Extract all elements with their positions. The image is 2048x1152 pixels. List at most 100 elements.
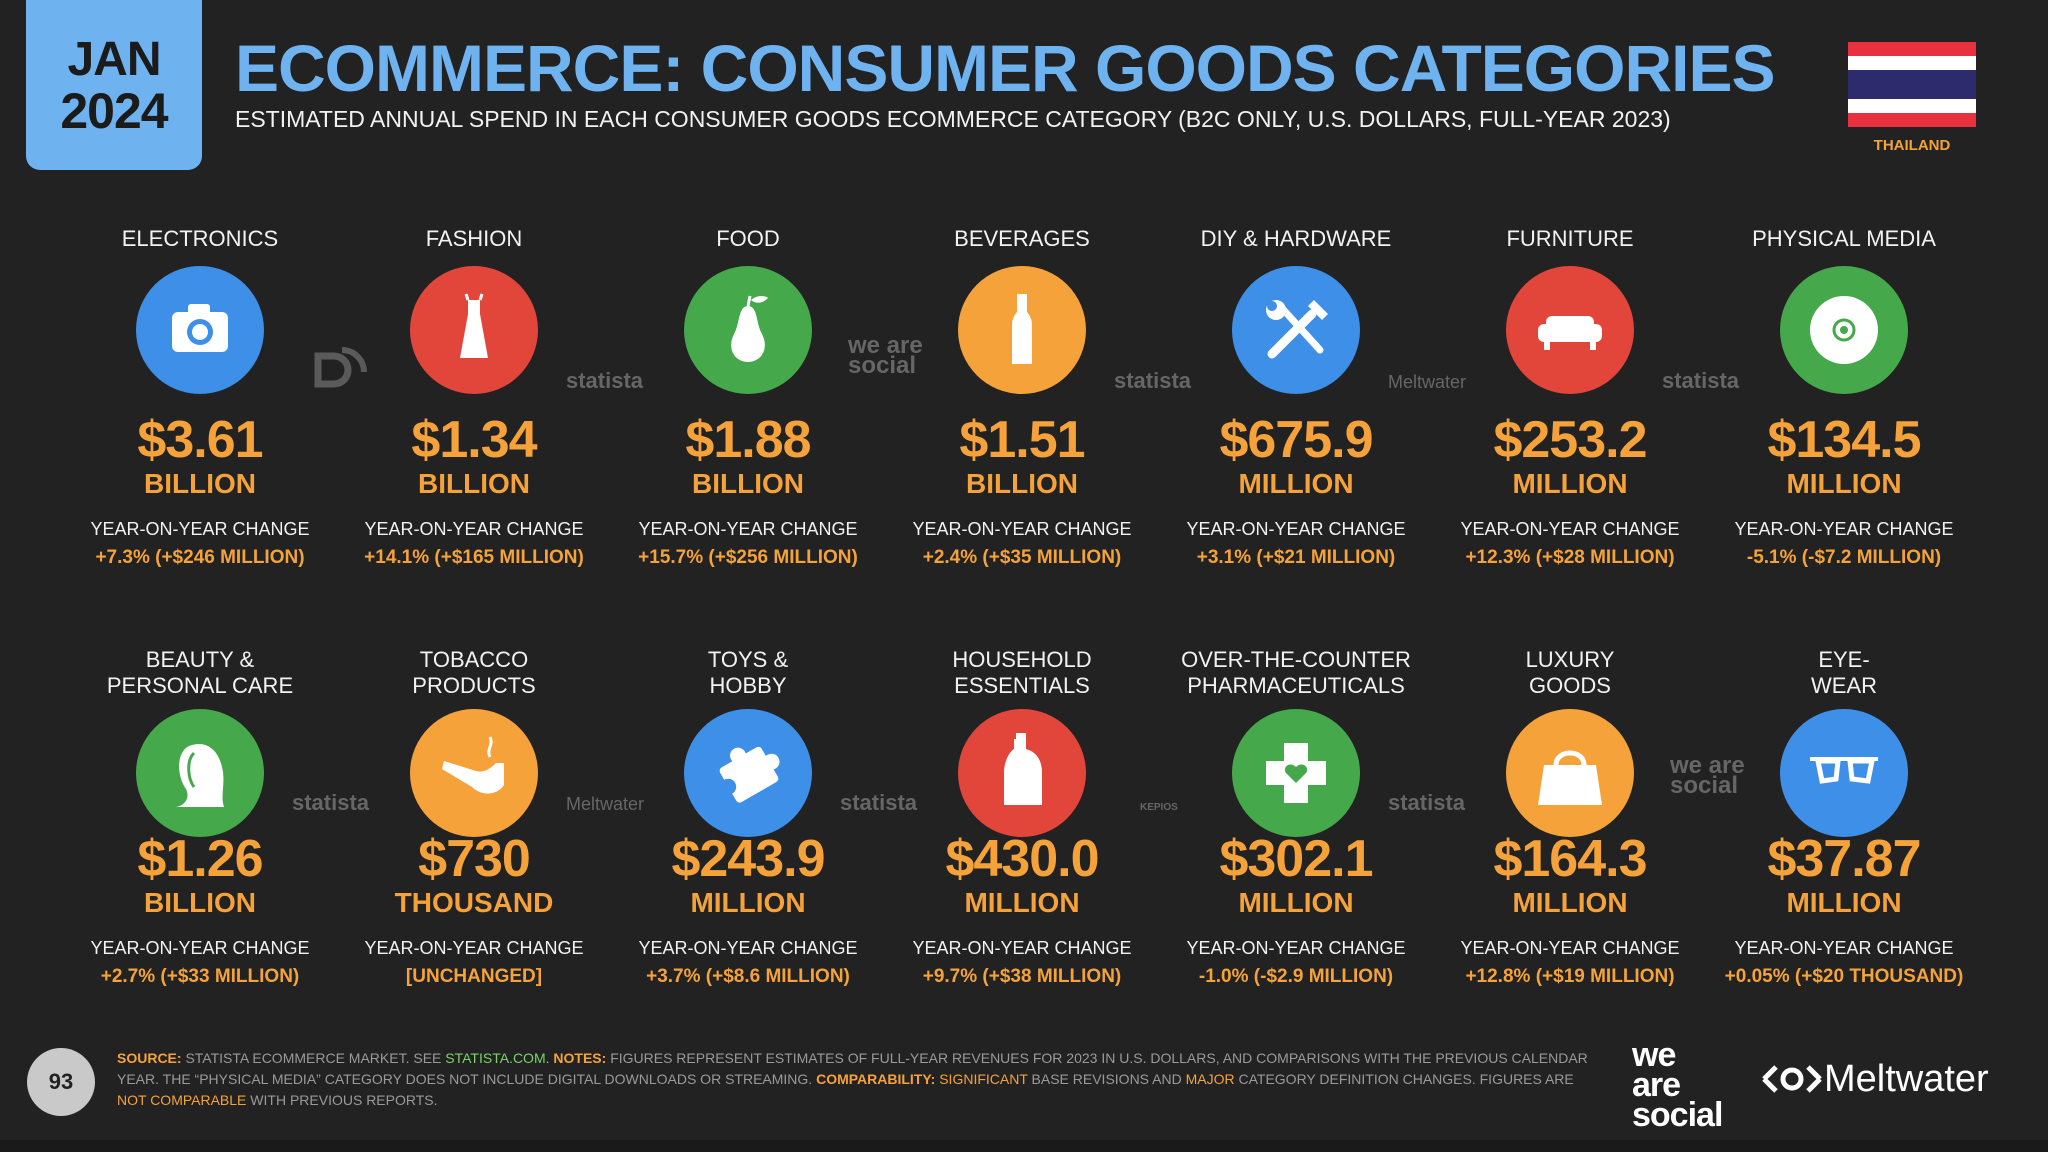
base-revisions-text: BASE REVISIONS AND [1031,1071,1182,1087]
category-name: LUXURY GOODS [1435,647,1705,699]
yoy-change: +14.1% (+$165 MILLION) [364,547,584,568]
notes-text: FIGURES REPRESENT ESTIMATES OF FULL-YEAR… [117,1050,1588,1087]
dress-icon [410,266,538,394]
category-card: BEVERAGES $1.51 BILLION YEAR-ON-YEAR CHANGE… [887,226,1157,567]
category-card: FURNITURE $253.2 MILLION YEAR-ON-YEAR CHANG… [1435,226,1705,567]
glasses-icon [1780,709,1908,837]
detergent-icon [958,709,1086,837]
yoy-change: -1.0% (-$2.9 MILLION) [1198,966,1394,987]
category-value: $164.3 [1493,830,1647,888]
category-name-line: TOYS & [707,647,789,672]
category-card: DIY & HARDWARE $675.9 MILLION YEAR-ON-YEAR … [1161,226,1431,567]
watermark-we-are-social: we are social [1670,752,1745,799]
category-unit: BILLION [692,468,804,499]
logo-line: are [1632,1066,1681,1104]
category-name-line: DIY & HARDWARE [1200,226,1392,251]
category-name-line: PHYSICAL MEDIA [1752,226,1936,251]
category-unit: BILLION [966,468,1078,499]
yoy-label: YEAR-ON-YEAR CHANGE [1734,519,1954,539]
puzzle-icon [684,709,812,837]
category-name-line: ELECTRONICS [121,226,279,251]
category-name: BEAUTY & PERSONAL CARE [65,647,335,699]
category-name-line: EYE- [1818,647,1870,672]
notes-label: NOTES: [553,1050,607,1066]
category-value: $134.5 [1767,411,1921,469]
category-card: PHYSICAL MEDIA $134.5 MILLION YEAR-ON-YEAR … [1709,226,1979,567]
page-title: ECOMMERCE: CONSUMER GOODS CATEGORIES [235,31,1776,105]
category-name-line: PERSONAL CARE [106,673,294,698]
category-value: $302.1 [1219,830,1373,888]
yoy-label: YEAR-ON-YEAR CHANGE [90,938,310,958]
camera-icon [136,266,264,394]
category-value: $430.0 [945,830,1099,888]
category-unit: BILLION [418,468,530,499]
watermark-statista: statista [1662,368,1740,393]
bottom-bar [0,1140,2048,1152]
pear-icon [684,266,812,394]
category-card: EYE- WEAR $37.87 MILLION YEAR-ON-YEAR CHANGE… [1709,647,1979,986]
category-name-line: OVER-THE-COUNTER [1181,647,1411,672]
country-label: THAILAND [1873,137,1951,154]
category-name-line: WEAR [1811,673,1877,698]
source-text: STATISTA ECOMMERCE MARKET. SEE [185,1050,442,1066]
watermark-meltwater: Meltwater [566,794,645,814]
we-are-social-logo: we are social [1632,1038,1723,1134]
logo-line: social [1632,1096,1723,1134]
category-name: ELECTRONICS [65,226,335,252]
yoy-label: YEAR-ON-YEAR CHANGE [90,519,310,539]
category-name-line: HOBBY [709,673,787,698]
watermark-statista: statista [292,790,370,815]
badge-year: 2024 [60,83,168,139]
yoy-change: [UNCHANGED] [405,966,543,987]
watermark-kepios: KEPIOS [1140,802,1178,813]
category-name-line: HOUSEHOLD [952,647,1092,672]
category-name: FOOD [613,226,883,252]
pipe-icon [410,709,538,837]
category-unit: MILLION [1238,468,1354,499]
category-name-line: PRODUCTS [412,673,536,698]
category-value: $1.88 [685,411,811,469]
yoy-change: +12.8% (+$19 MILLION) [1465,966,1675,987]
category-card: TOBACCO PRODUCTS $730 THOUSAND YEAR-ON-YEAR … [339,647,609,986]
meltwater-logo: Meltwater [1760,1058,1989,1101]
category-value: $243.9 [671,830,825,888]
category-value: $1.51 [959,411,1085,469]
not-comparable-text: NOT COMPARABLE [117,1092,247,1108]
category-name: DIY & HARDWARE [1161,226,1431,252]
bottle-icon [958,266,1086,394]
yoy-label: YEAR-ON-YEAR CHANGE [1186,938,1406,958]
category-name: BEVERAGES [887,226,1157,252]
watermark-statista: statista [566,368,644,393]
source-link[interactable]: STATISTA.COM. [445,1050,550,1066]
yoy-label: YEAR-ON-YEAR CHANGE [1186,519,1406,539]
disc-icon [1780,266,1908,394]
category-value: $730 [418,830,531,888]
category-name-line: FASHION [425,226,523,251]
comparability-label: COMPARABILITY: [816,1071,936,1087]
yoy-label: YEAR-ON-YEAR CHANGE [1734,938,1954,958]
category-name-line: FURNITURE [1506,226,1634,251]
yoy-change: +2.4% (+$35 MILLION) [922,547,1122,568]
thailand-flag-icon [1848,42,1976,127]
category-name: PHYSICAL MEDIA [1709,226,1979,252]
category-value: $3.61 [137,411,263,469]
category-name: FASHION [339,226,609,252]
watermark-meltwater: Meltwater [1388,372,1467,392]
category-value: $253.2 [1493,411,1647,469]
yoy-change: +7.3% (+$246 MILLION) [95,547,305,568]
yoy-label: YEAR-ON-YEAR CHANGE [912,938,1132,958]
category-unit: MILLION [690,887,806,918]
yoy-change: +3.7% (+$8.6 MILLION) [646,966,850,987]
yoy-change: +0.05% (+$20 THOUSAND) [1724,966,1964,987]
category-name-line: LUXURY [1525,647,1615,672]
category-card: TOYS & HOBBY $243.9 MILLION YEAR-ON-YEAR CHA… [613,647,883,986]
category-name-line: BEVERAGES [954,226,1090,251]
category-card: OVER-THE-COUNTER PHARMACEUTICALS $302.1 MIL… [1161,647,1431,986]
category-name-line: ESSENTIALS [954,673,1090,698]
watermark-statista: statista [840,790,918,815]
category-value: $37.87 [1767,830,1921,888]
yoy-change: +3.1% (+$21 MILLION) [1196,547,1396,568]
handbag-icon [1506,709,1634,837]
tools-icon [1232,266,1360,394]
category-unit: MILLION [1512,468,1628,499]
